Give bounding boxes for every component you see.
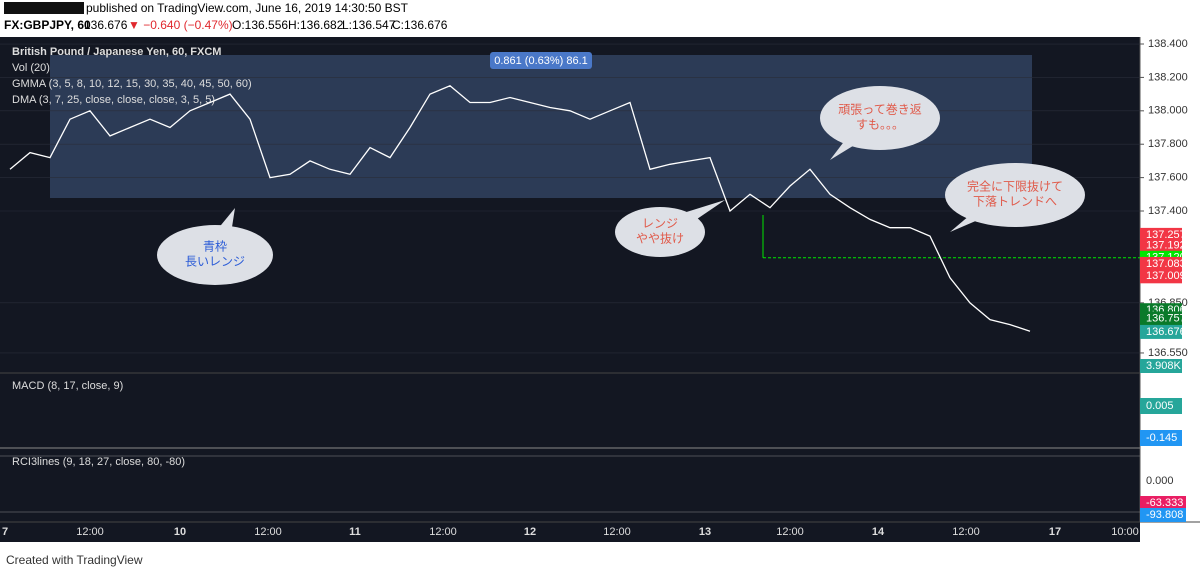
x-tick-label: 12:00 bbox=[603, 526, 631, 538]
measure-bg bbox=[490, 52, 592, 69]
measure-label: 0.861 (0.63%) 86.1 bbox=[494, 55, 588, 67]
symbol: FX:GBPJPY, 60 bbox=[4, 18, 91, 32]
x-tick-label: 12:00 bbox=[254, 526, 282, 538]
price-badge bbox=[1140, 269, 1182, 284]
macd-line-badge bbox=[1140, 430, 1182, 446]
redacted-name bbox=[4, 2, 84, 14]
price-badge-label: 137.009 bbox=[1146, 270, 1186, 282]
chart-bg bbox=[0, 37, 1200, 542]
y-tick-label: 137.400 bbox=[1148, 205, 1188, 217]
volume-badge bbox=[1140, 359, 1182, 373]
y-tick-label: 138.400 bbox=[1148, 38, 1188, 50]
annotation-text: レンジ bbox=[642, 217, 678, 231]
x-tick-label: 11 bbox=[349, 526, 361, 538]
annotation-text: 青枠 bbox=[203, 240, 227, 254]
price-badge bbox=[1140, 227, 1182, 242]
y-tick-label: 138.000 bbox=[1148, 105, 1188, 117]
price-badge bbox=[1140, 324, 1182, 339]
x-tick-label: 17 bbox=[1049, 526, 1061, 538]
open: O:136.556 bbox=[232, 18, 288, 32]
price-badge bbox=[1140, 256, 1182, 271]
published: published on TradingView.com, June 16, 2… bbox=[86, 1, 409, 15]
high: H:136.682 bbox=[288, 18, 344, 32]
macd-hist-badge bbox=[1140, 398, 1182, 414]
rci-badge bbox=[1140, 496, 1186, 510]
x-tick-label: 7 bbox=[2, 526, 8, 538]
footer: Created with TradingView bbox=[6, 553, 143, 567]
price-line bbox=[9, 85, 1031, 332]
y-tick-label: 138.200 bbox=[1148, 71, 1188, 83]
low: L:136.547 bbox=[342, 18, 396, 32]
legend-entry: GMMA (3, 5, 8, 10, 12, 15, 30, 35, 40, 4… bbox=[12, 78, 252, 90]
x-tick-label: 10 bbox=[174, 526, 186, 538]
x-tick-label: 13 bbox=[699, 526, 711, 538]
price-badge-label: 137.257 bbox=[1146, 229, 1186, 241]
y-tick-label: 137.600 bbox=[1148, 172, 1188, 184]
annotation-text: 長いレンジ bbox=[185, 255, 245, 269]
last: 136.676 bbox=[84, 18, 128, 32]
bubble bbox=[820, 86, 940, 150]
x-tick-label: 10:00 bbox=[1111, 526, 1139, 538]
change: ▼ −0.640 (−0.47%) bbox=[128, 18, 233, 32]
volume-label: 3.908K bbox=[1146, 360, 1182, 372]
x-tick-label: 12 bbox=[524, 526, 536, 538]
rci-title: RCI3lines (9, 18, 27, close, 80, -80) bbox=[12, 456, 185, 468]
macd-line-label: -0.145 bbox=[1146, 432, 1177, 444]
rci-badge-label: -63.333 bbox=[1146, 497, 1183, 509]
legend-entry: DMA (3, 7, 25, close, close, close, 3, 5… bbox=[12, 94, 215, 106]
legend-entry: British Pound / Japanese Yen, 60, FXCM bbox=[12, 46, 221, 58]
header-bg bbox=[0, 0, 1200, 37]
annotation-text: 頑張って巻き返 bbox=[838, 103, 921, 117]
price-badge-label: 136.757 bbox=[1146, 312, 1186, 324]
x-tick-label: 12:00 bbox=[429, 526, 457, 538]
annotation-text: やや抜け bbox=[636, 232, 684, 246]
rci-zero: 0.000 bbox=[1146, 475, 1174, 487]
y-tick-label: 136.550 bbox=[1148, 347, 1188, 359]
price-badge-label: 136.676 bbox=[1146, 326, 1186, 338]
price-badge-label: 137.083 bbox=[1146, 258, 1186, 270]
close: C:136.676 bbox=[392, 18, 448, 32]
annotation-text: 完全に下限抜けて bbox=[967, 179, 1063, 194]
price-axis-bg bbox=[1140, 37, 1200, 542]
rci-badge-label: -93.808 bbox=[1146, 509, 1183, 521]
price-badge bbox=[1140, 238, 1182, 253]
bubble bbox=[945, 163, 1085, 227]
price-badge bbox=[1140, 311, 1182, 326]
footer-bg bbox=[0, 542, 1200, 576]
y-tick-label: 137.800 bbox=[1148, 138, 1188, 150]
annotation-text: すも。。。 bbox=[856, 118, 904, 132]
x-tick-label: 12:00 bbox=[952, 526, 980, 538]
bubble bbox=[157, 225, 273, 285]
macd-hist-label: 0.005 bbox=[1146, 400, 1174, 412]
x-tick-label: 12:00 bbox=[776, 526, 804, 538]
rci-badge bbox=[1140, 508, 1186, 522]
price-badge-label: 137.192 bbox=[1146, 240, 1186, 252]
x-tick-label: 14 bbox=[872, 526, 885, 538]
annotation-text: 下落トレンドへ bbox=[973, 195, 1057, 209]
x-tick-label: 12:00 bbox=[76, 526, 104, 538]
bubble bbox=[615, 207, 705, 257]
legend-entry: Vol (20) bbox=[12, 62, 50, 74]
macd-title: MACD (8, 17, close, 9) bbox=[12, 380, 123, 392]
